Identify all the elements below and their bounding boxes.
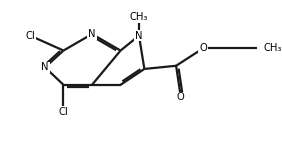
- Text: CH₃: CH₃: [263, 43, 282, 53]
- Text: Cl: Cl: [25, 31, 35, 41]
- Text: O: O: [199, 43, 207, 53]
- Text: CH₃: CH₃: [130, 12, 148, 22]
- Text: N: N: [88, 29, 96, 39]
- Text: N: N: [41, 62, 49, 72]
- Text: N: N: [135, 31, 143, 41]
- Text: Cl: Cl: [59, 107, 68, 117]
- Text: O: O: [177, 93, 185, 103]
